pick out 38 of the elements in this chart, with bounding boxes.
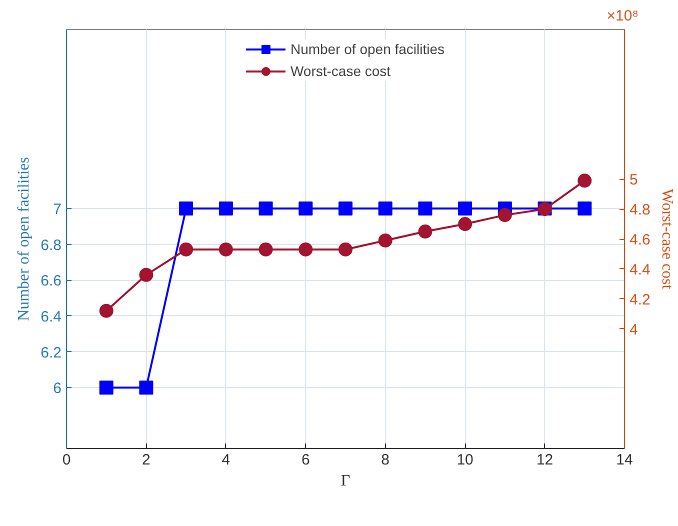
point	[378, 234, 392, 248]
point	[458, 217, 472, 232]
y-axis-title: Number of open facilities	[16, 157, 33, 321]
x-tick-label: 14	[616, 452, 633, 468]
y2-axis-title: Worst-case cost	[658, 188, 676, 290]
point	[418, 224, 432, 239]
x-tick-label: 12	[536, 452, 554, 468]
x-tick-label: 8	[381, 452, 390, 468]
y-tick-label: 6.2	[40, 344, 62, 362]
text: ×10⁸	[606, 8, 639, 24]
point	[258, 242, 273, 256]
legend-label: Number of open facilities	[290, 41, 445, 57]
x-tick-label: 4	[222, 452, 230, 468]
x-axis-title: Γ	[340, 472, 350, 490]
y2-tick-label: 5	[630, 172, 638, 189]
x-tick-label: 6	[301, 452, 310, 468]
point	[498, 208, 512, 222]
x-tick-label: 0	[62, 452, 71, 468]
y2-tick-label: 4.8	[630, 202, 650, 219]
legend-label: Worst-case cost	[290, 63, 391, 79]
y-tick-label: 7	[53, 201, 62, 218]
point	[139, 268, 154, 282]
point	[338, 242, 352, 256]
x-tick-label: 2	[142, 452, 150, 468]
point	[578, 174, 592, 188]
point	[179, 242, 194, 256]
y-tick-label: 6	[53, 380, 62, 398]
y-tick-label: 6.8	[40, 236, 62, 254]
point	[99, 304, 114, 318]
y2-tick-label: 4.4	[630, 261, 650, 278]
y2-tick-label: 4	[630, 321, 638, 338]
point	[298, 242, 313, 256]
point	[218, 242, 233, 256]
x-tick-label: 10	[456, 452, 474, 468]
y2-tick-label: 4.2	[630, 291, 650, 308]
y-tick-label: 6.4	[40, 308, 62, 326]
y-tick-label: 6.6	[40, 272, 62, 290]
y2-tick-label: 4.6	[630, 232, 650, 248]
